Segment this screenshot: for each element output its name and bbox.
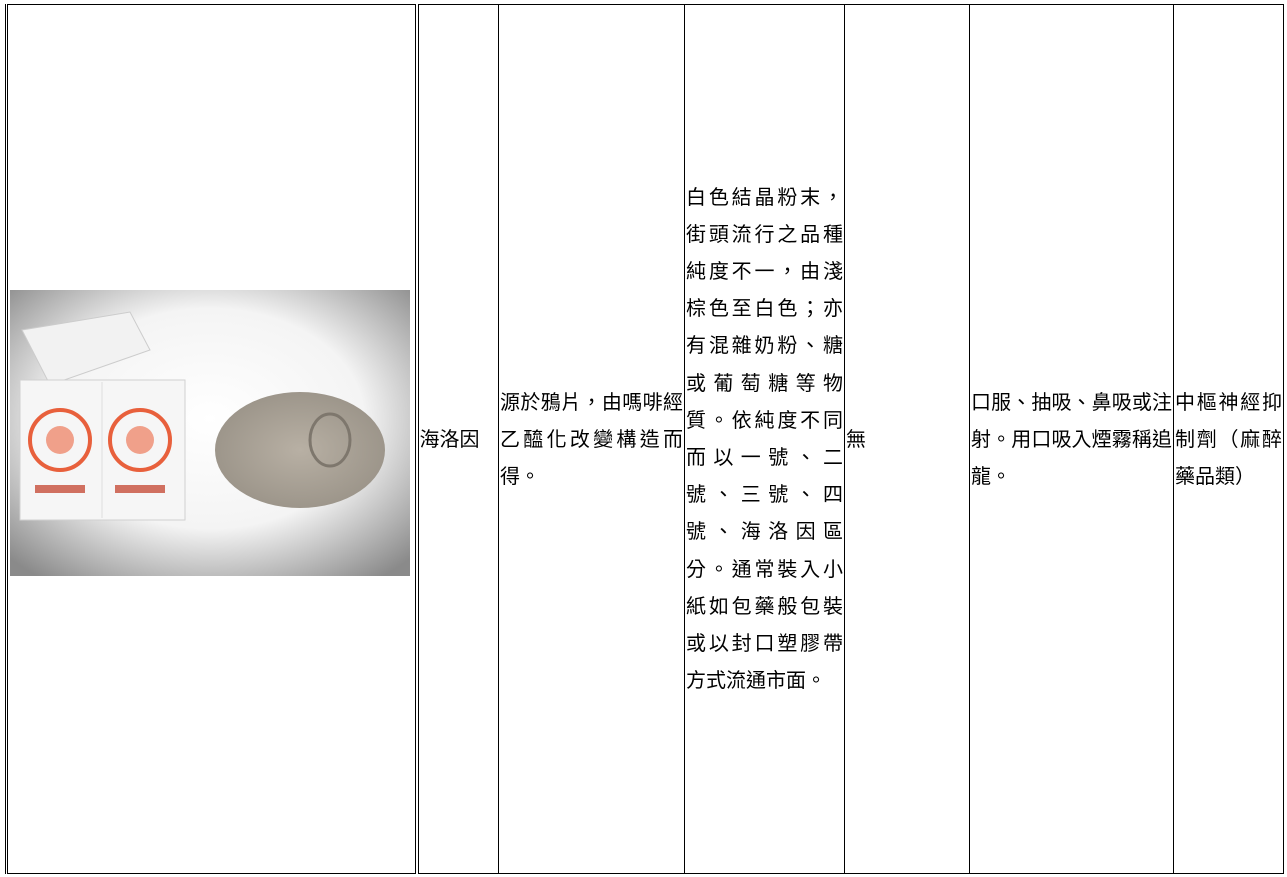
- drug-class: 中樞神經抑制劑（麻醉藥品類）: [1173, 4, 1284, 874]
- image-cell: [5, 4, 419, 874]
- drug-appearance: 白色結晶粉末，街頭流行之品種純度不一，由淺棕色至白色；亦有混雜奶粉、糖或葡萄糖等…: [684, 4, 845, 874]
- drug-other: 無: [844, 4, 970, 874]
- drug-source: 源於鴉片，由嗎啡經乙醯化改變構造而得。: [498, 4, 685, 874]
- drug-usage: 口服、抽吸、鼻吸或注射。用口吸入煙霧稱追龍。: [969, 4, 1174, 874]
- row: 海洛因 源於鴉片，由嗎啡經乙醯化改變構造而得。 白色結晶粉末，街頭流行之品種純度…: [5, 4, 1284, 874]
- drug-table: 海洛因 源於鴉片，由嗎啡經乙醯化改變構造而得。 白色結晶粉末，街頭流行之品種純度…: [5, 4, 1284, 874]
- drug-name: 海洛因: [416, 4, 499, 874]
- drug-photo: [10, 290, 410, 576]
